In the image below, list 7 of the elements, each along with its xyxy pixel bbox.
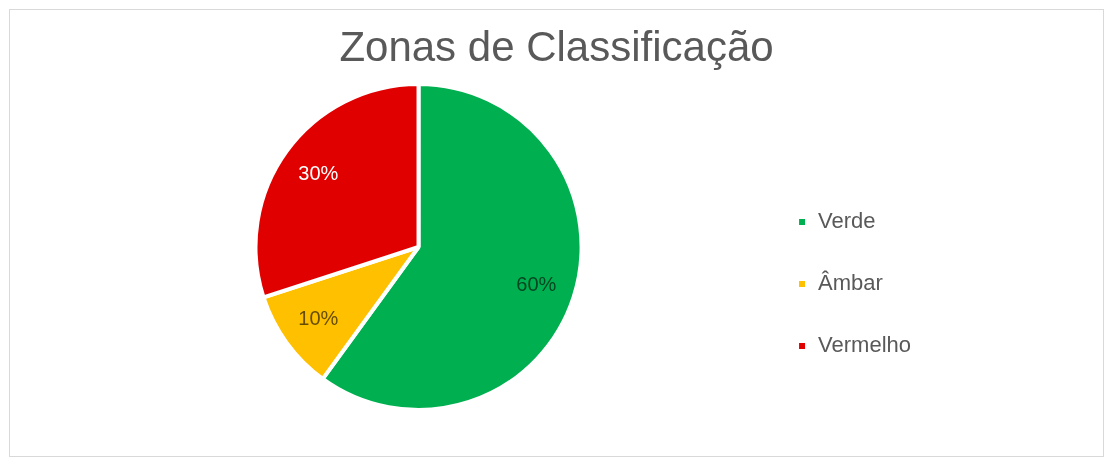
legend-label: Âmbar	[818, 270, 883, 296]
data-label: 30%	[298, 161, 339, 184]
data-label: 60%	[516, 272, 557, 295]
legend-label: Vermelho	[818, 332, 912, 358]
legend-label: Verde	[818, 208, 876, 234]
chart-title: Zonas de Classificação	[339, 23, 774, 70]
data-label: 10%	[298, 307, 339, 330]
